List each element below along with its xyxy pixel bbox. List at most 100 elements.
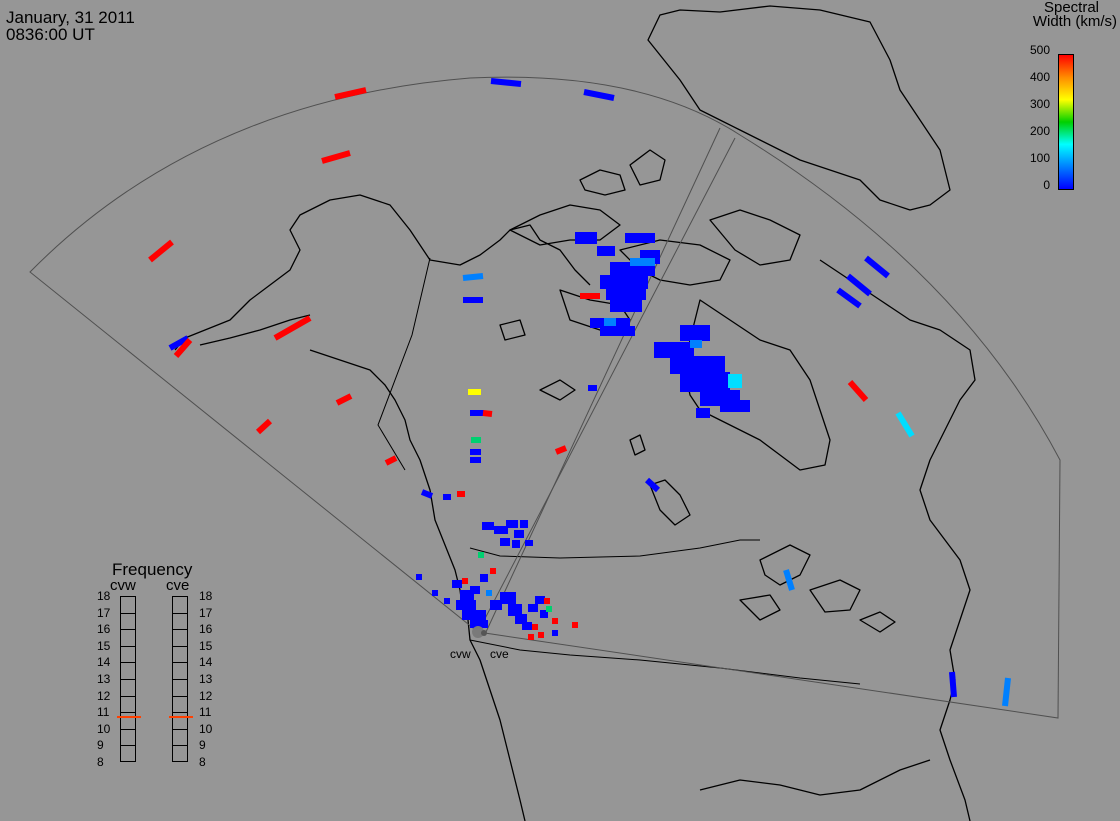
echo-cell — [546, 606, 552, 612]
echo-cell — [630, 258, 655, 266]
echo-cell — [462, 273, 484, 281]
frequency-level-label: 9 — [97, 738, 104, 753]
echo-cell — [625, 233, 655, 243]
echo-cell — [462, 578, 468, 584]
echo-cell — [452, 580, 462, 588]
echo-cell — [572, 622, 578, 628]
echo-cell — [728, 374, 742, 388]
colorbar-tick: 500 — [1029, 43, 1050, 57]
cvw-beam-edge — [477, 137, 736, 633]
frequency-level-label: 10 — [97, 721, 111, 736]
echo-cell — [575, 232, 597, 244]
fov-boundary — [29, 76, 1061, 719]
pacific-coast — [309, 349, 526, 821]
echo-cell — [554, 445, 568, 455]
frequency-level-label: 17 — [97, 605, 111, 620]
cve-column-label: cve — [166, 577, 190, 594]
echo-cell — [604, 318, 616, 326]
echo-cell — [606, 286, 646, 300]
echo-cell — [1002, 677, 1011, 707]
echo-cell — [532, 624, 538, 630]
cvw-frequency-marker — [117, 715, 141, 718]
echo-cell — [173, 338, 193, 358]
echo-cell — [482, 522, 494, 530]
echo-cell — [490, 78, 522, 87]
echo-cell — [528, 604, 538, 612]
echo-cell — [525, 540, 533, 546]
frequency-level-label: 8 — [199, 755, 206, 769]
borders — [377, 257, 861, 685]
alaska-canada-border — [377, 257, 431, 471]
echo-cell — [600, 275, 648, 289]
echo-cell — [544, 598, 550, 604]
alaska-coast — [184, 194, 591, 339]
frequency-level-label: 10 — [199, 721, 213, 736]
echo-cell — [462, 610, 486, 620]
echo-cell — [540, 610, 548, 618]
echo-cell — [670, 356, 725, 374]
echo-cell — [500, 592, 516, 604]
echo-cell — [522, 622, 532, 630]
echo-cell — [610, 300, 642, 312]
echo-cell — [535, 596, 545, 604]
cvw-site-marker — [472, 626, 484, 638]
great-lakes — [739, 544, 896, 633]
greenland-coast — [647, 5, 951, 211]
echo-cell — [482, 410, 493, 417]
echo-cell — [783, 569, 795, 591]
date-label: January, 31 2011 — [6, 8, 135, 27]
echo-cell — [148, 239, 174, 263]
echo-cell — [597, 246, 615, 256]
inland-lakes — [499, 319, 691, 526]
echo-cell — [680, 372, 730, 392]
echo-cell — [506, 520, 518, 528]
colorbar-title-2: Width (km/s) — [1032, 13, 1117, 30]
echo-cell — [680, 325, 710, 341]
echo-cell — [515, 614, 527, 624]
echo-cell — [644, 477, 661, 493]
colorbar-gradient — [1058, 54, 1074, 190]
labrador-coast — [819, 259, 976, 821]
echo-cell — [255, 418, 273, 435]
echo-cell — [335, 393, 353, 406]
frequency-level-label: 8 — [97, 755, 104, 769]
echo-cell — [273, 315, 312, 341]
frequency-level-label: 13 — [199, 672, 213, 686]
cve-site-marker — [481, 630, 487, 636]
cvw-site-label: cvw — [450, 647, 471, 661]
echo-cell — [416, 574, 422, 580]
echo-cell — [552, 618, 558, 624]
cve-frequency-column — [169, 596, 193, 762]
colorbar-tick: 300 — [1029, 97, 1050, 111]
frequency-level-label: 12 — [199, 688, 213, 703]
coastlines — [174, 5, 976, 821]
echo-cell — [334, 87, 367, 100]
frequency-level-label: 14 — [97, 655, 111, 670]
echo-cell — [895, 411, 915, 438]
echo-cell — [846, 273, 872, 297]
cve-beam-edge — [485, 127, 721, 633]
echo-cell — [520, 520, 528, 528]
echo-cell — [512, 540, 520, 548]
echo-cell — [490, 600, 502, 610]
scatter-echoes — [148, 78, 1011, 707]
cve-frequency-marker — [169, 715, 193, 718]
echo-cell — [836, 287, 862, 309]
colorbar-title-1: Spectral — [1043, 0, 1099, 16]
colorbar-tick: 100 — [1029, 151, 1050, 165]
echo-cell — [600, 326, 635, 336]
echo-cell — [949, 671, 957, 698]
echo-cell — [720, 400, 750, 412]
echo-cell — [432, 590, 438, 596]
echo-cell — [478, 552, 484, 558]
echo-cell — [168, 335, 190, 351]
frequency-level-label: 13 — [97, 672, 111, 686]
radar-sites — [472, 626, 487, 638]
echo-cell — [494, 526, 508, 534]
arctic-islands — [509, 149, 801, 331]
frequency-level-label: 11 — [199, 705, 212, 720]
us-canada-border — [469, 539, 760, 559]
echo-cell — [321, 150, 351, 164]
echo-cell — [696, 408, 710, 418]
